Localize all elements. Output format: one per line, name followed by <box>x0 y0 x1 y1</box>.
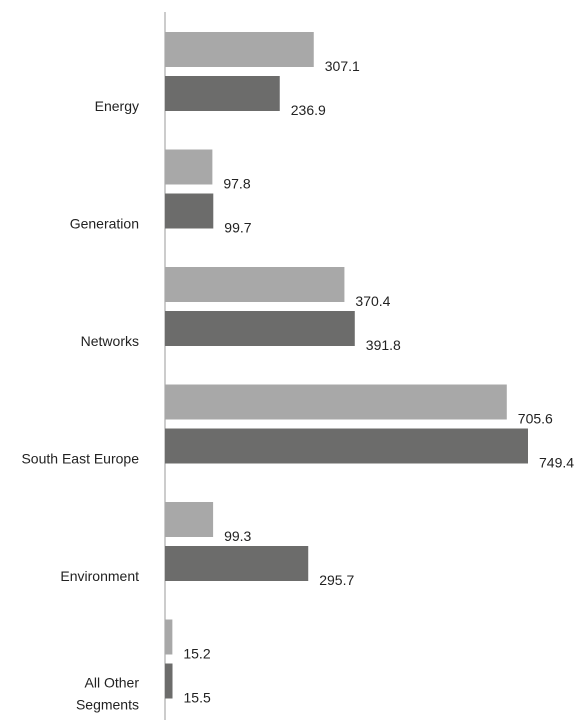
bar-series2-3 <box>165 428 528 464</box>
bar-series1-1 <box>165 149 213 185</box>
bar-series2-5 <box>165 663 173 699</box>
value-label-series1-1: 97.8 <box>223 176 250 192</box>
bar-series1-4 <box>165 502 214 537</box>
value-label-series1-5: 15.2 <box>183 646 210 662</box>
value-label-series1-4: 99.3 <box>224 528 251 544</box>
value-label-series2-4: 295.7 <box>319 572 354 588</box>
value-label-series2-2: 391.8 <box>366 337 401 353</box>
category-label-2: Networks <box>81 333 139 349</box>
category-labels-group: Energy Generation Networks South East Europ… <box>21 98 139 713</box>
category-label-3: South East Europe <box>21 451 139 467</box>
bar-series1-2 <box>165 267 345 302</box>
category-label-4: Environment <box>60 568 139 584</box>
value-label-series2-0: 236.9 <box>291 102 326 118</box>
value-label-series1-3: 705.6 <box>518 411 553 427</box>
bars-group <box>165 32 528 699</box>
category-label-5-line1: Segments <box>76 697 139 713</box>
value-label-series1-2: 370.4 <box>355 293 390 309</box>
value-labels-group: 307.1 236.9 97.8 99.7 370.4 391.8 705.6 749.4 99… <box>183 58 574 706</box>
bar-series1-5 <box>165 619 173 655</box>
value-label-series2-5: 15.5 <box>184 690 211 706</box>
value-label-series2-1: 99.7 <box>224 220 251 236</box>
bar-series2-4 <box>165 546 309 581</box>
bar-series1-0 <box>165 32 314 67</box>
bar-series1-3 <box>165 384 507 420</box>
category-label-0: Energy <box>95 98 139 114</box>
bar-series2-0 <box>165 76 280 111</box>
value-label-series1-0: 307.1 <box>325 58 360 74</box>
category-label-5-line0: All Other <box>85 675 140 691</box>
bar-series2-2 <box>165 311 355 346</box>
bar-series2-1 <box>165 193 214 229</box>
value-label-series2-3: 749.4 <box>539 455 574 471</box>
category-label-1: Generation <box>70 216 139 232</box>
